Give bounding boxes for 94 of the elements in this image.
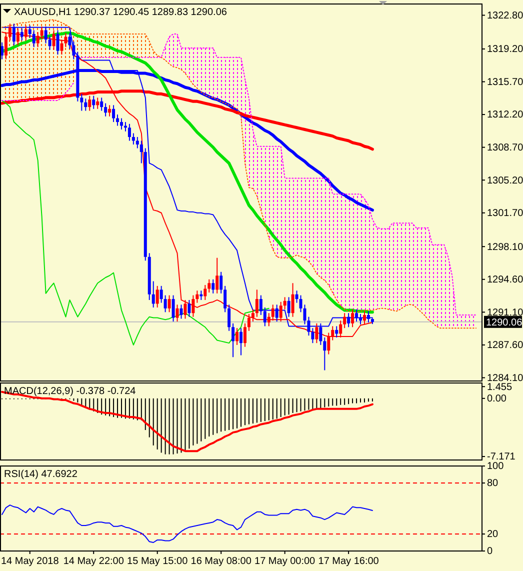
candlestick bbox=[362, 310, 366, 325]
y-tick-label: 1305.20 bbox=[487, 175, 523, 186]
candlestick bbox=[68, 32, 72, 50]
chart-title: RSI(14) 47.6922 bbox=[4, 469, 78, 480]
candlestick bbox=[335, 326, 338, 338]
y-tick-label: 1291.10 bbox=[487, 307, 523, 318]
candlestick bbox=[228, 304, 231, 332]
y-tick-label: 1284.10 bbox=[487, 372, 523, 384]
y-tick-label: 100 bbox=[487, 461, 504, 472]
y-tick-label: 1287.60 bbox=[487, 340, 523, 352]
candlestick bbox=[208, 278, 211, 293]
candlestick bbox=[291, 282, 294, 318]
candlestick bbox=[216, 257, 219, 294]
candlestick bbox=[188, 299, 191, 318]
y-tick-label: 1294.60 bbox=[487, 274, 523, 286]
candlestick bbox=[287, 296, 290, 318]
candlestick bbox=[152, 280, 155, 308]
candlestick bbox=[120, 118, 123, 130]
y-tick-label: 1322.80 bbox=[487, 10, 523, 22]
candlestick bbox=[156, 285, 159, 308]
x-tick-label: 16 May 08:00 bbox=[190, 556, 252, 568]
candlestick bbox=[212, 278, 215, 294]
y-tick-label: 0.00 bbox=[487, 394, 507, 405]
candlestick bbox=[351, 308, 354, 328]
candlestick bbox=[232, 322, 235, 358]
candlestick bbox=[180, 304, 183, 320]
candlestick bbox=[80, 93, 84, 112]
candlestick bbox=[247, 314, 250, 332]
y-tick-label: 1301.70 bbox=[487, 208, 523, 220]
candlestick bbox=[275, 304, 278, 322]
candlestick bbox=[128, 123, 131, 142]
candlestick bbox=[32, 30, 36, 48]
candlestick bbox=[88, 95, 92, 112]
candlestick bbox=[56, 30, 60, 56]
candlestick bbox=[283, 296, 286, 310]
candlestick bbox=[243, 322, 246, 348]
y-tick-label: 1308.70 bbox=[487, 142, 523, 154]
candlestick bbox=[279, 301, 282, 322]
candlestick bbox=[96, 97, 100, 110]
ref-line-label: 1290.06 bbox=[486, 317, 523, 328]
candlestick bbox=[251, 308, 254, 322]
chart-title: MACD(12,26,9) -0.378 -0.724 bbox=[4, 386, 136, 397]
y-tick-label: 1298.10 bbox=[487, 242, 523, 253]
y-tick-label: 1315.70 bbox=[487, 76, 523, 88]
candlestick bbox=[112, 104, 116, 123]
candlestick bbox=[271, 304, 274, 322]
candlestick bbox=[343, 312, 346, 329]
y-tick-label: 20 bbox=[487, 529, 499, 540]
candlestick bbox=[72, 40, 76, 60]
candlestick bbox=[259, 294, 262, 316]
candlestick bbox=[176, 304, 179, 322]
x-tick-label: 14 May 2018 bbox=[0, 556, 60, 568]
y-tick-label: 1.455 bbox=[487, 382, 512, 393]
candlestick bbox=[236, 328, 239, 346]
x-tick-label: 15 May 15:00 bbox=[127, 556, 188, 568]
candlestick bbox=[323, 336, 326, 371]
line-series bbox=[1, 504, 373, 543]
candlestick bbox=[196, 290, 199, 304]
y-tick-label: -7.171 bbox=[487, 452, 516, 463]
candlestick bbox=[267, 312, 270, 327]
candlestick bbox=[366, 310, 370, 323]
candlestick bbox=[140, 140, 143, 164]
candlestick bbox=[240, 328, 242, 356]
candlestick bbox=[168, 294, 171, 313]
x-tick-label: 14 May 22:00 bbox=[63, 556, 124, 568]
candlestick bbox=[100, 97, 104, 112]
candlestick bbox=[160, 285, 163, 304]
candlestick bbox=[192, 294, 195, 318]
line-series bbox=[1, 100, 270, 346]
candlestick bbox=[184, 299, 187, 320]
candlestick bbox=[132, 132, 135, 145]
x-tick-label: 17 May 00:00 bbox=[254, 556, 316, 568]
candlestick bbox=[92, 95, 96, 110]
candlestick bbox=[104, 102, 108, 117]
y-tick-label: 1319.20 bbox=[487, 44, 523, 56]
candlestick bbox=[172, 294, 175, 322]
y-tick-label: 0 bbox=[487, 546, 493, 558]
candlestick bbox=[295, 290, 298, 304]
candlestick bbox=[220, 271, 223, 294]
x-tick-label: 17 May 16:00 bbox=[318, 556, 380, 568]
candlestick bbox=[224, 285, 227, 313]
chart-title: XAUUSD,H1 1290.37 1290.45 1289.83 1290.06 bbox=[14, 7, 228, 18]
candlestick bbox=[84, 98, 88, 112]
candlestick bbox=[255, 289, 258, 318]
candlestick bbox=[48, 35, 52, 50]
candlestick bbox=[108, 104, 112, 117]
candlestick bbox=[164, 294, 167, 313]
candlestick bbox=[116, 114, 120, 126]
candlestick bbox=[204, 284, 207, 300]
candlestick bbox=[60, 39, 64, 56]
candlestick bbox=[355, 308, 358, 322]
candlestick bbox=[136, 136, 139, 149]
y-tick-label: 80 bbox=[487, 478, 499, 490]
y-tick-label: 1312.20 bbox=[487, 110, 523, 121]
